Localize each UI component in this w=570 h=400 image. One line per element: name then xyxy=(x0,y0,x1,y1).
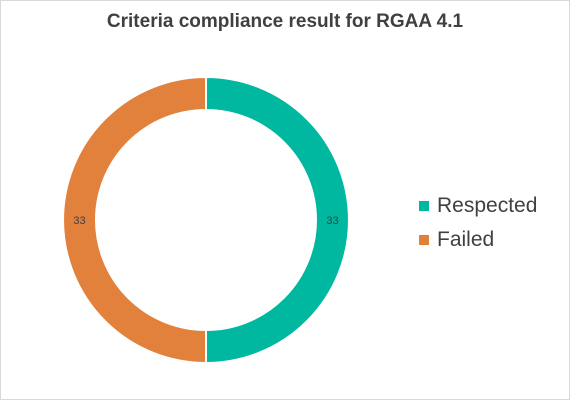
slice-failed xyxy=(62,75,207,365)
legend-swatch-failed xyxy=(419,235,429,245)
legend-item-respected: Respected xyxy=(419,189,537,223)
legend-label-failed: Failed xyxy=(437,228,495,251)
data-label-respected: 33 xyxy=(326,215,338,227)
slice-respected xyxy=(205,75,350,365)
chart-title: Criteria compliance result for RGAA 4.1 xyxy=(106,11,464,32)
legend-label-respected: Respected xyxy=(437,194,538,217)
chart-legend: Respected Failed xyxy=(419,189,537,257)
legend-item-failed: Failed xyxy=(419,223,537,257)
data-label-failed: 33 xyxy=(73,215,85,227)
legend-swatch-respected xyxy=(419,201,429,211)
